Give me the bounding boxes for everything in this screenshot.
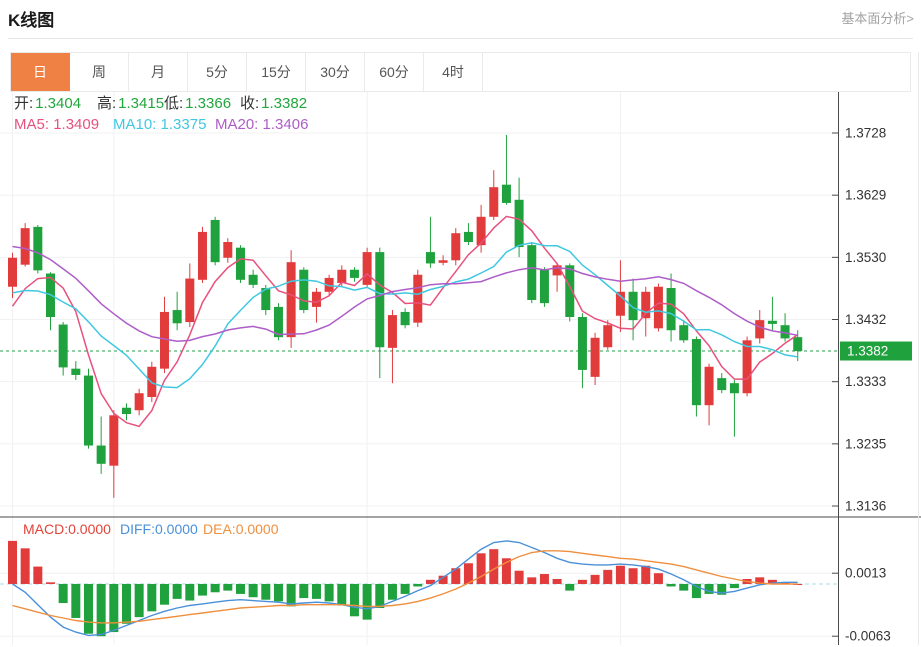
legend-high: 高: 1.3415: [97, 95, 164, 113]
tab-period-6[interactable]: 30分: [306, 53, 365, 91]
open-label: 开:: [14, 95, 34, 112]
ma20-label: MA20:: [215, 116, 259, 133]
open-value: 1.3404: [35, 95, 82, 112]
legend-ma20: MA20: 1.3406: [215, 116, 308, 134]
header-divider: [8, 38, 913, 39]
macd-histogram: [8, 540, 803, 637]
tab-period-4[interactable]: 5分: [188, 53, 247, 91]
page-title: K线图: [8, 11, 55, 30]
current-price-badge: [840, 341, 912, 361]
ma5-line: [11, 215, 799, 428]
legend-close: 收: 1.3382: [240, 95, 307, 113]
tab-period-7[interactable]: 60分: [365, 53, 424, 91]
close-label: 收:: [240, 95, 260, 112]
svg-text:1.3235: 1.3235: [845, 436, 886, 451]
diff-label: DIFF:: [120, 521, 155, 537]
current-price-badge-label: 1.3382: [847, 344, 888, 359]
ma20-line: [12, 245, 798, 342]
ma20-value: 1.3406: [262, 116, 309, 133]
tab-period-5[interactable]: 15分: [247, 53, 306, 91]
legend-dea: DEA:0.0000: [203, 520, 279, 538]
low-label: 低:: [164, 95, 184, 112]
candles-group: [8, 134, 803, 498]
fundamental-analysis-link[interactable]: 基本面分析>: [841, 11, 914, 26]
legend-ma5: MA5: 1.3409: [14, 116, 99, 134]
macd-value: 0.0000: [68, 521, 111, 537]
high-label: 高:: [97, 95, 117, 112]
tab-period-3[interactable]: 月: [129, 53, 188, 91]
tab-period-2[interactable]: 周: [70, 53, 129, 91]
ma5-label: MA5:: [14, 116, 50, 133]
tab-period-8[interactable]: 4时: [424, 53, 483, 91]
svg-text:0.0013: 0.0013: [845, 566, 886, 581]
dea-line: [12, 550, 798, 624]
svg-text:1.3333: 1.3333: [845, 374, 886, 389]
ma10-line: [12, 242, 798, 389]
legend-low: 低: 1.3366: [164, 95, 231, 113]
legend-macd: MACD:0.0000: [23, 520, 111, 538]
legend-diff: DIFF:0.0000: [120, 520, 198, 538]
svg-text:1.3629: 1.3629: [845, 188, 886, 203]
ma10-label: MA10:: [113, 116, 157, 133]
diff-value: 0.0000: [155, 521, 198, 537]
ma10-value: 1.3375: [160, 116, 207, 133]
svg-text:1.3530: 1.3530: [845, 250, 886, 265]
price-axis-labels: 1.3728 1.3629 1.3530 1.3432 1.3333 1.3235 1.31…: [832, 126, 891, 644]
period-tabs: 日周月 5分 15分 30分 60分 4时: [10, 52, 911, 92]
tab-period-1[interactable]: 日: [11, 53, 70, 91]
legend-open: 开: 1.3404: [14, 95, 81, 113]
svg-text:1.3728: 1.3728: [845, 126, 886, 141]
svg-text:1.3432: 1.3432: [845, 312, 886, 327]
close-value: 1.3382: [261, 95, 308, 112]
low-value: 1.3366: [185, 95, 232, 112]
dea-label: DEA:: [203, 521, 236, 537]
legend-ma10: MA10: 1.3375: [113, 116, 206, 134]
svg-text:1.3136: 1.3136: [845, 499, 886, 514]
svg-text:-0.0063: -0.0063: [845, 629, 891, 644]
diff-line: [12, 540, 798, 637]
macd-label: MACD:: [23, 521, 69, 537]
dea-value: 0.0000: [235, 521, 279, 537]
ma5-value: 1.3409: [53, 116, 100, 133]
high-value: 1.3415: [118, 95, 165, 112]
